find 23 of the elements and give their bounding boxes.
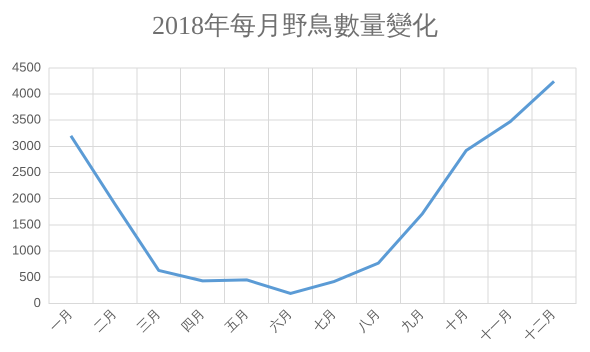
x-tick-label: 六月 [266,306,296,336]
y-tick-label: 4000 [12,86,41,101]
y-tick-label: 4500 [12,59,41,74]
y-tick-label: 500 [19,268,41,284]
y-tick-label: 1000 [12,242,41,258]
y-tick-label: 2000 [12,190,41,206]
y-tick-label: 2500 [12,164,41,180]
x-tick-label: 二月 [91,306,120,336]
x-tick-label: 八月 [354,306,384,336]
x-tick-label: 十一月 [477,306,516,345]
x-tick-label: 十二月 [521,306,560,345]
y-tick-label: 0 [34,294,41,310]
x-tick-label: 十月 [442,306,472,336]
y-tick-label: 3000 [12,138,41,153]
chart-title: 2018年每月野鳥數量變化 [151,10,439,42]
x-tick-label: 九月 [398,306,428,336]
x-tick-label: 三月 [134,306,164,336]
x-tick-label: 一月 [47,306,76,336]
x-tick-label: 七月 [310,306,340,336]
y-tick-label: 3500 [12,112,41,127]
x-tick-label: 五月 [222,306,252,336]
y-tick-label: 1500 [12,216,41,232]
x-tick-label: 四月 [178,306,208,336]
